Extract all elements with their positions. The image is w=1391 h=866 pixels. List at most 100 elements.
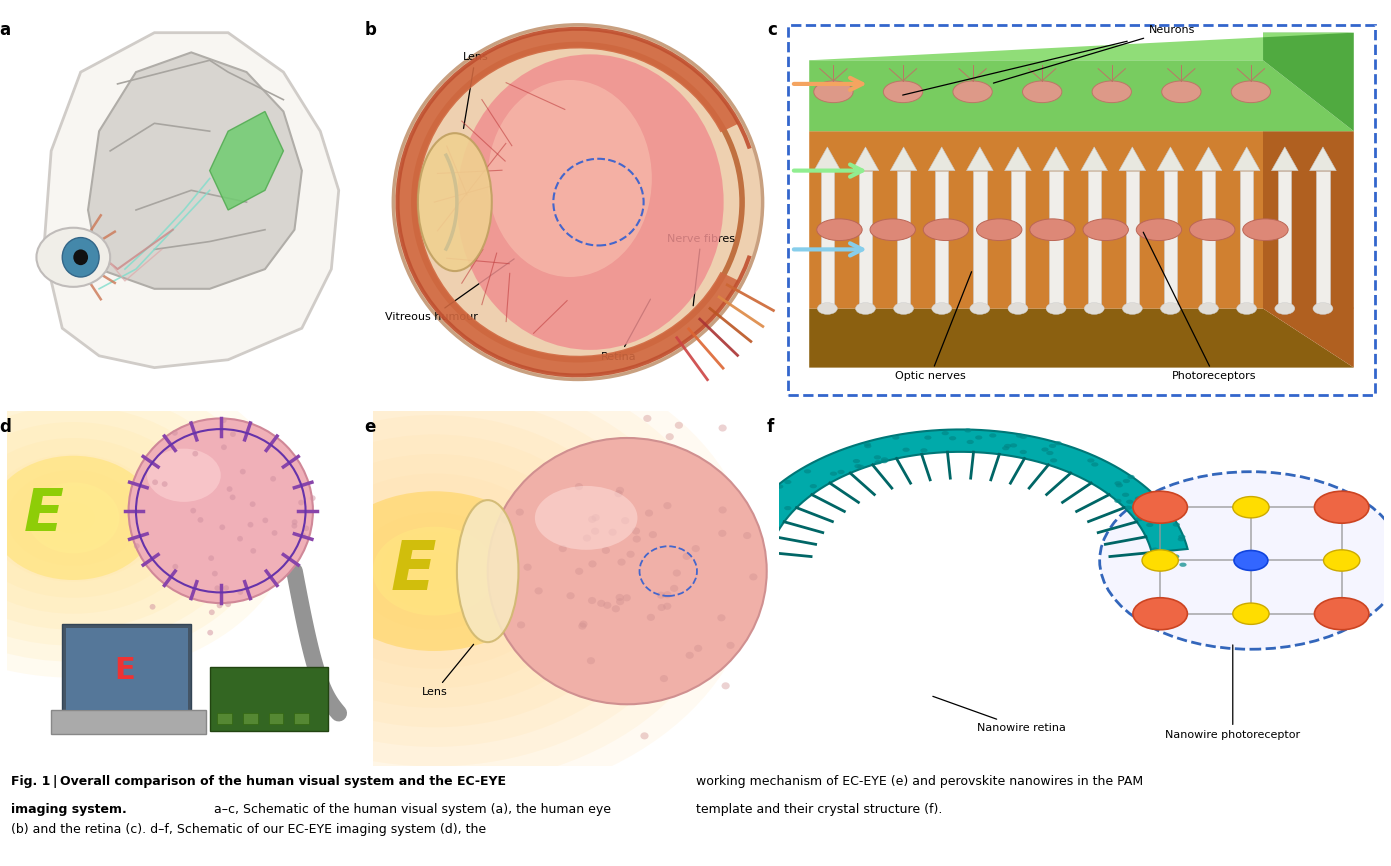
Circle shape: [1132, 491, 1188, 523]
Circle shape: [719, 507, 726, 514]
Polygon shape: [814, 147, 840, 171]
Circle shape: [534, 587, 542, 594]
Circle shape: [214, 585, 220, 591]
Circle shape: [657, 591, 665, 598]
Circle shape: [743, 559, 750, 564]
Circle shape: [1155, 564, 1161, 568]
Ellipse shape: [883, 81, 922, 103]
Polygon shape: [1195, 147, 1221, 171]
Circle shape: [670, 585, 679, 592]
Circle shape: [881, 459, 887, 463]
Polygon shape: [810, 61, 1353, 131]
Circle shape: [776, 484, 783, 488]
Circle shape: [975, 436, 982, 440]
Circle shape: [517, 622, 526, 629]
Circle shape: [640, 733, 648, 740]
Circle shape: [751, 545, 758, 549]
Bar: [217, 714, 232, 724]
Circle shape: [310, 495, 316, 501]
Circle shape: [1054, 441, 1061, 445]
Polygon shape: [967, 147, 993, 171]
Circle shape: [741, 533, 750, 537]
Circle shape: [921, 449, 928, 453]
Circle shape: [1180, 563, 1187, 567]
Circle shape: [761, 558, 768, 562]
Bar: [1125, 171, 1139, 308]
Text: (b) and the retina (c). d–f, Schematic of our EC-EYE imaging system (d), the: (b) and the retina (c). d–f, Schematic o…: [11, 823, 487, 836]
Circle shape: [647, 614, 655, 621]
Text: c: c: [766, 21, 776, 39]
Circle shape: [1142, 499, 1150, 503]
Circle shape: [691, 545, 700, 553]
Circle shape: [1125, 506, 1132, 510]
Text: working mechanism of EC-EYE (e) and perovskite nanowires in the PAM: working mechanism of EC-EYE (e) and pero…: [696, 775, 1142, 788]
Text: Lens: Lens: [421, 644, 473, 697]
Circle shape: [616, 594, 623, 601]
Circle shape: [242, 388, 248, 394]
Circle shape: [211, 571, 218, 577]
Text: Photoreceptors: Photoreceptors: [1143, 232, 1257, 381]
Circle shape: [643, 415, 651, 422]
Text: Lens: Lens: [462, 52, 488, 128]
Circle shape: [673, 570, 682, 577]
Circle shape: [559, 545, 568, 553]
Polygon shape: [810, 33, 1353, 61]
Circle shape: [523, 564, 531, 571]
Ellipse shape: [1160, 302, 1181, 314]
Circle shape: [292, 523, 298, 528]
Circle shape: [1002, 446, 1010, 450]
Circle shape: [1132, 598, 1188, 630]
Ellipse shape: [953, 81, 992, 103]
Text: a: a: [0, 21, 11, 39]
Circle shape: [150, 604, 156, 610]
Circle shape: [903, 448, 910, 452]
Ellipse shape: [1274, 302, 1295, 314]
Circle shape: [759, 549, 766, 553]
Circle shape: [645, 509, 654, 517]
Circle shape: [1139, 509, 1146, 514]
Circle shape: [1050, 458, 1057, 462]
Circle shape: [588, 516, 597, 523]
Circle shape: [744, 556, 751, 560]
Ellipse shape: [488, 80, 652, 277]
Circle shape: [854, 464, 861, 469]
Circle shape: [615, 490, 623, 497]
Text: Vitreous humour: Vitreous humour: [385, 259, 515, 322]
Circle shape: [270, 476, 275, 481]
Circle shape: [1146, 523, 1153, 527]
Polygon shape: [1157, 147, 1184, 171]
Circle shape: [1173, 554, 1180, 559]
Circle shape: [1143, 494, 1150, 498]
Text: Nanowire photoreceptor: Nanowire photoreceptor: [1166, 645, 1301, 740]
Circle shape: [967, 440, 974, 444]
Bar: [821, 171, 835, 308]
Bar: [1278, 171, 1291, 308]
Bar: [935, 171, 949, 308]
Ellipse shape: [128, 418, 313, 603]
Polygon shape: [395, 27, 751, 378]
Circle shape: [588, 560, 597, 567]
Circle shape: [1164, 561, 1171, 565]
Circle shape: [579, 621, 587, 628]
Circle shape: [1178, 537, 1185, 541]
Circle shape: [161, 481, 167, 487]
Ellipse shape: [456, 55, 723, 350]
Circle shape: [1152, 547, 1159, 552]
Ellipse shape: [1046, 302, 1066, 314]
Circle shape: [694, 645, 702, 652]
Circle shape: [271, 530, 277, 536]
Polygon shape: [1081, 147, 1107, 171]
Circle shape: [743, 532, 751, 540]
Ellipse shape: [970, 302, 990, 314]
Circle shape: [857, 465, 864, 469]
Circle shape: [579, 623, 587, 630]
Text: Nerve fibres: Nerve fibres: [668, 234, 734, 306]
Text: Fig. 1 | Overall comparison of the human visual system and the EC-EYE: Fig. 1 | Overall comparison of the human…: [11, 775, 506, 788]
Circle shape: [664, 591, 672, 598]
Circle shape: [750, 573, 758, 580]
Circle shape: [298, 500, 305, 506]
Circle shape: [250, 501, 256, 507]
Circle shape: [1314, 598, 1369, 630]
Ellipse shape: [814, 81, 853, 103]
Text: Optic nerves: Optic nerves: [894, 272, 971, 381]
